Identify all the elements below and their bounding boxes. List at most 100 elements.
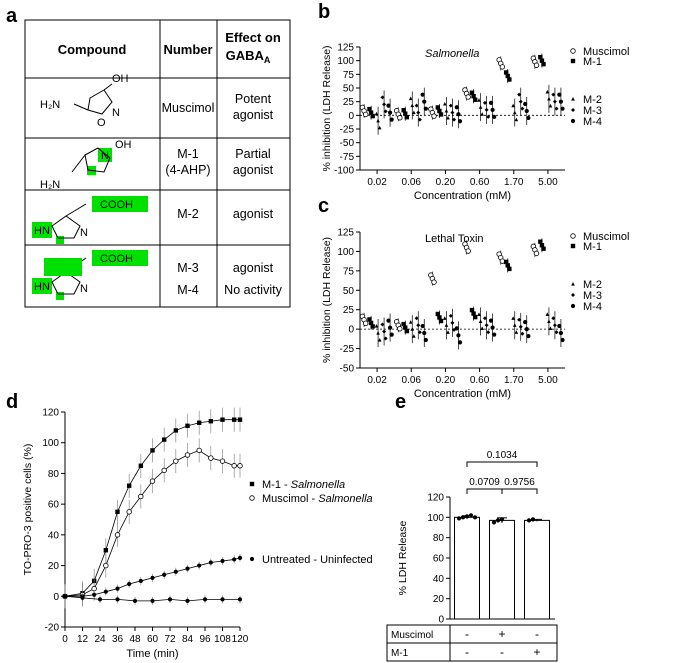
highlight [92, 250, 148, 266]
x-tick-label: 5.00 [538, 177, 558, 188]
condition-row [386, 642, 558, 662]
data-point [208, 419, 214, 424]
data-point [523, 320, 528, 325]
data-point [80, 595, 85, 600]
y-axis-label: % inhibition (LDH Release) [321, 45, 333, 171]
y-axis-label: % LDH Release [397, 520, 409, 595]
header-gaba: GABAA [226, 48, 271, 65]
data-point [512, 323, 517, 327]
data-point [524, 108, 529, 114]
data-point [376, 331, 380, 335]
data-point [499, 64, 506, 70]
data-point [444, 108, 449, 113]
legend-marker [249, 495, 255, 501]
data-point [412, 110, 416, 115]
x-axis-label: Concentration (mM) [414, 388, 511, 400]
data-point [114, 532, 121, 538]
data-point [503, 259, 509, 265]
header-effect: Effect on [225, 30, 281, 45]
m3-n: N [80, 283, 88, 295]
data-point [231, 417, 237, 422]
row5-effect: No activity [224, 283, 282, 297]
row2-effect-line2: agonist [233, 163, 274, 177]
data-point [150, 575, 155, 580]
data-point [237, 555, 243, 560]
data-point [97, 597, 103, 602]
data-point [548, 326, 553, 330]
data-point [389, 117, 394, 122]
data-point [414, 316, 419, 321]
highlight [32, 278, 52, 294]
chart-title: Lethal Toxin [425, 233, 484, 245]
data-point [397, 115, 403, 121]
legend-label: M-1 [583, 56, 602, 68]
data-point [468, 513, 474, 518]
bar [489, 519, 515, 620]
data-point [452, 117, 457, 122]
data-point [410, 103, 415, 108]
legend-marker [570, 303, 576, 309]
data-point [237, 463, 243, 469]
data-point [138, 463, 144, 468]
y-tick-label: 60 [433, 554, 445, 565]
data-point [517, 317, 522, 322]
series-line [64, 449, 240, 597]
bar [454, 516, 480, 620]
data-point [471, 311, 476, 316]
p-value: 0.9756 [504, 477, 535, 488]
m2-hn: HN [34, 225, 50, 237]
data-point [530, 517, 536, 522]
data-point [538, 239, 543, 244]
x-tick-label: 0.06 [402, 375, 422, 386]
highlight [44, 258, 82, 276]
y-tick-label: 75 [343, 70, 355, 81]
data-point [237, 597, 243, 602]
data-point [367, 106, 372, 112]
data-point [507, 266, 512, 272]
muscimol-h2n: H₂N [40, 99, 60, 111]
data-point [558, 99, 564, 104]
data-point [558, 330, 564, 336]
x-tick-label: 60 [147, 634, 159, 645]
m2-n: N [80, 227, 88, 239]
data-point [456, 333, 461, 338]
muscimol-n: N [112, 107, 120, 119]
data-point [167, 597, 173, 602]
series-line [64, 419, 240, 597]
data-point [511, 103, 515, 108]
y-tick-label: -20 [45, 623, 60, 634]
legend-marker [570, 233, 576, 239]
data-point [478, 319, 483, 323]
series-line [65, 557, 241, 597]
data-point [138, 493, 144, 500]
y-tick-label: 0 [348, 325, 354, 336]
row2-effect-line1: Partial [235, 147, 270, 161]
y-tick-label: -25 [340, 344, 355, 355]
data-point [173, 428, 179, 433]
data-point [138, 578, 143, 584]
panel-e: e 0 20 40 60 80 100 120 % LDH Release 0.0709 0.97… [386, 391, 558, 662]
x-tick-label: 0.20 [436, 177, 456, 188]
data-point [539, 58, 545, 63]
x-tick-label: 24 [94, 634, 106, 645]
data-point [232, 557, 237, 562]
data-point [408, 320, 413, 324]
significance-bracket [501, 488, 538, 494]
significance-bracket [466, 461, 538, 467]
data-point [422, 330, 427, 336]
header-number: Number [163, 42, 212, 57]
legend-marker [570, 58, 576, 64]
panel-b: b -100 -75 -50 -25 0 25 50 75 100 125 0.02 0.06 0.20… [318, 1, 629, 202]
data-point [408, 96, 413, 101]
y-tick-label: 20 [433, 594, 445, 605]
panel-label-a: a [6, 5, 18, 27]
structure-muscimol: H₂N OH O N [40, 73, 129, 129]
data-point [545, 312, 550, 316]
data-point [173, 458, 179, 464]
structure-m1: H₂N OH N [40, 139, 132, 191]
x-tick-label: 5.00 [538, 375, 558, 386]
data-point [397, 326, 403, 332]
data-point [512, 110, 517, 115]
data-point [208, 560, 213, 565]
row1-effect-line2: agonist [233, 108, 274, 122]
